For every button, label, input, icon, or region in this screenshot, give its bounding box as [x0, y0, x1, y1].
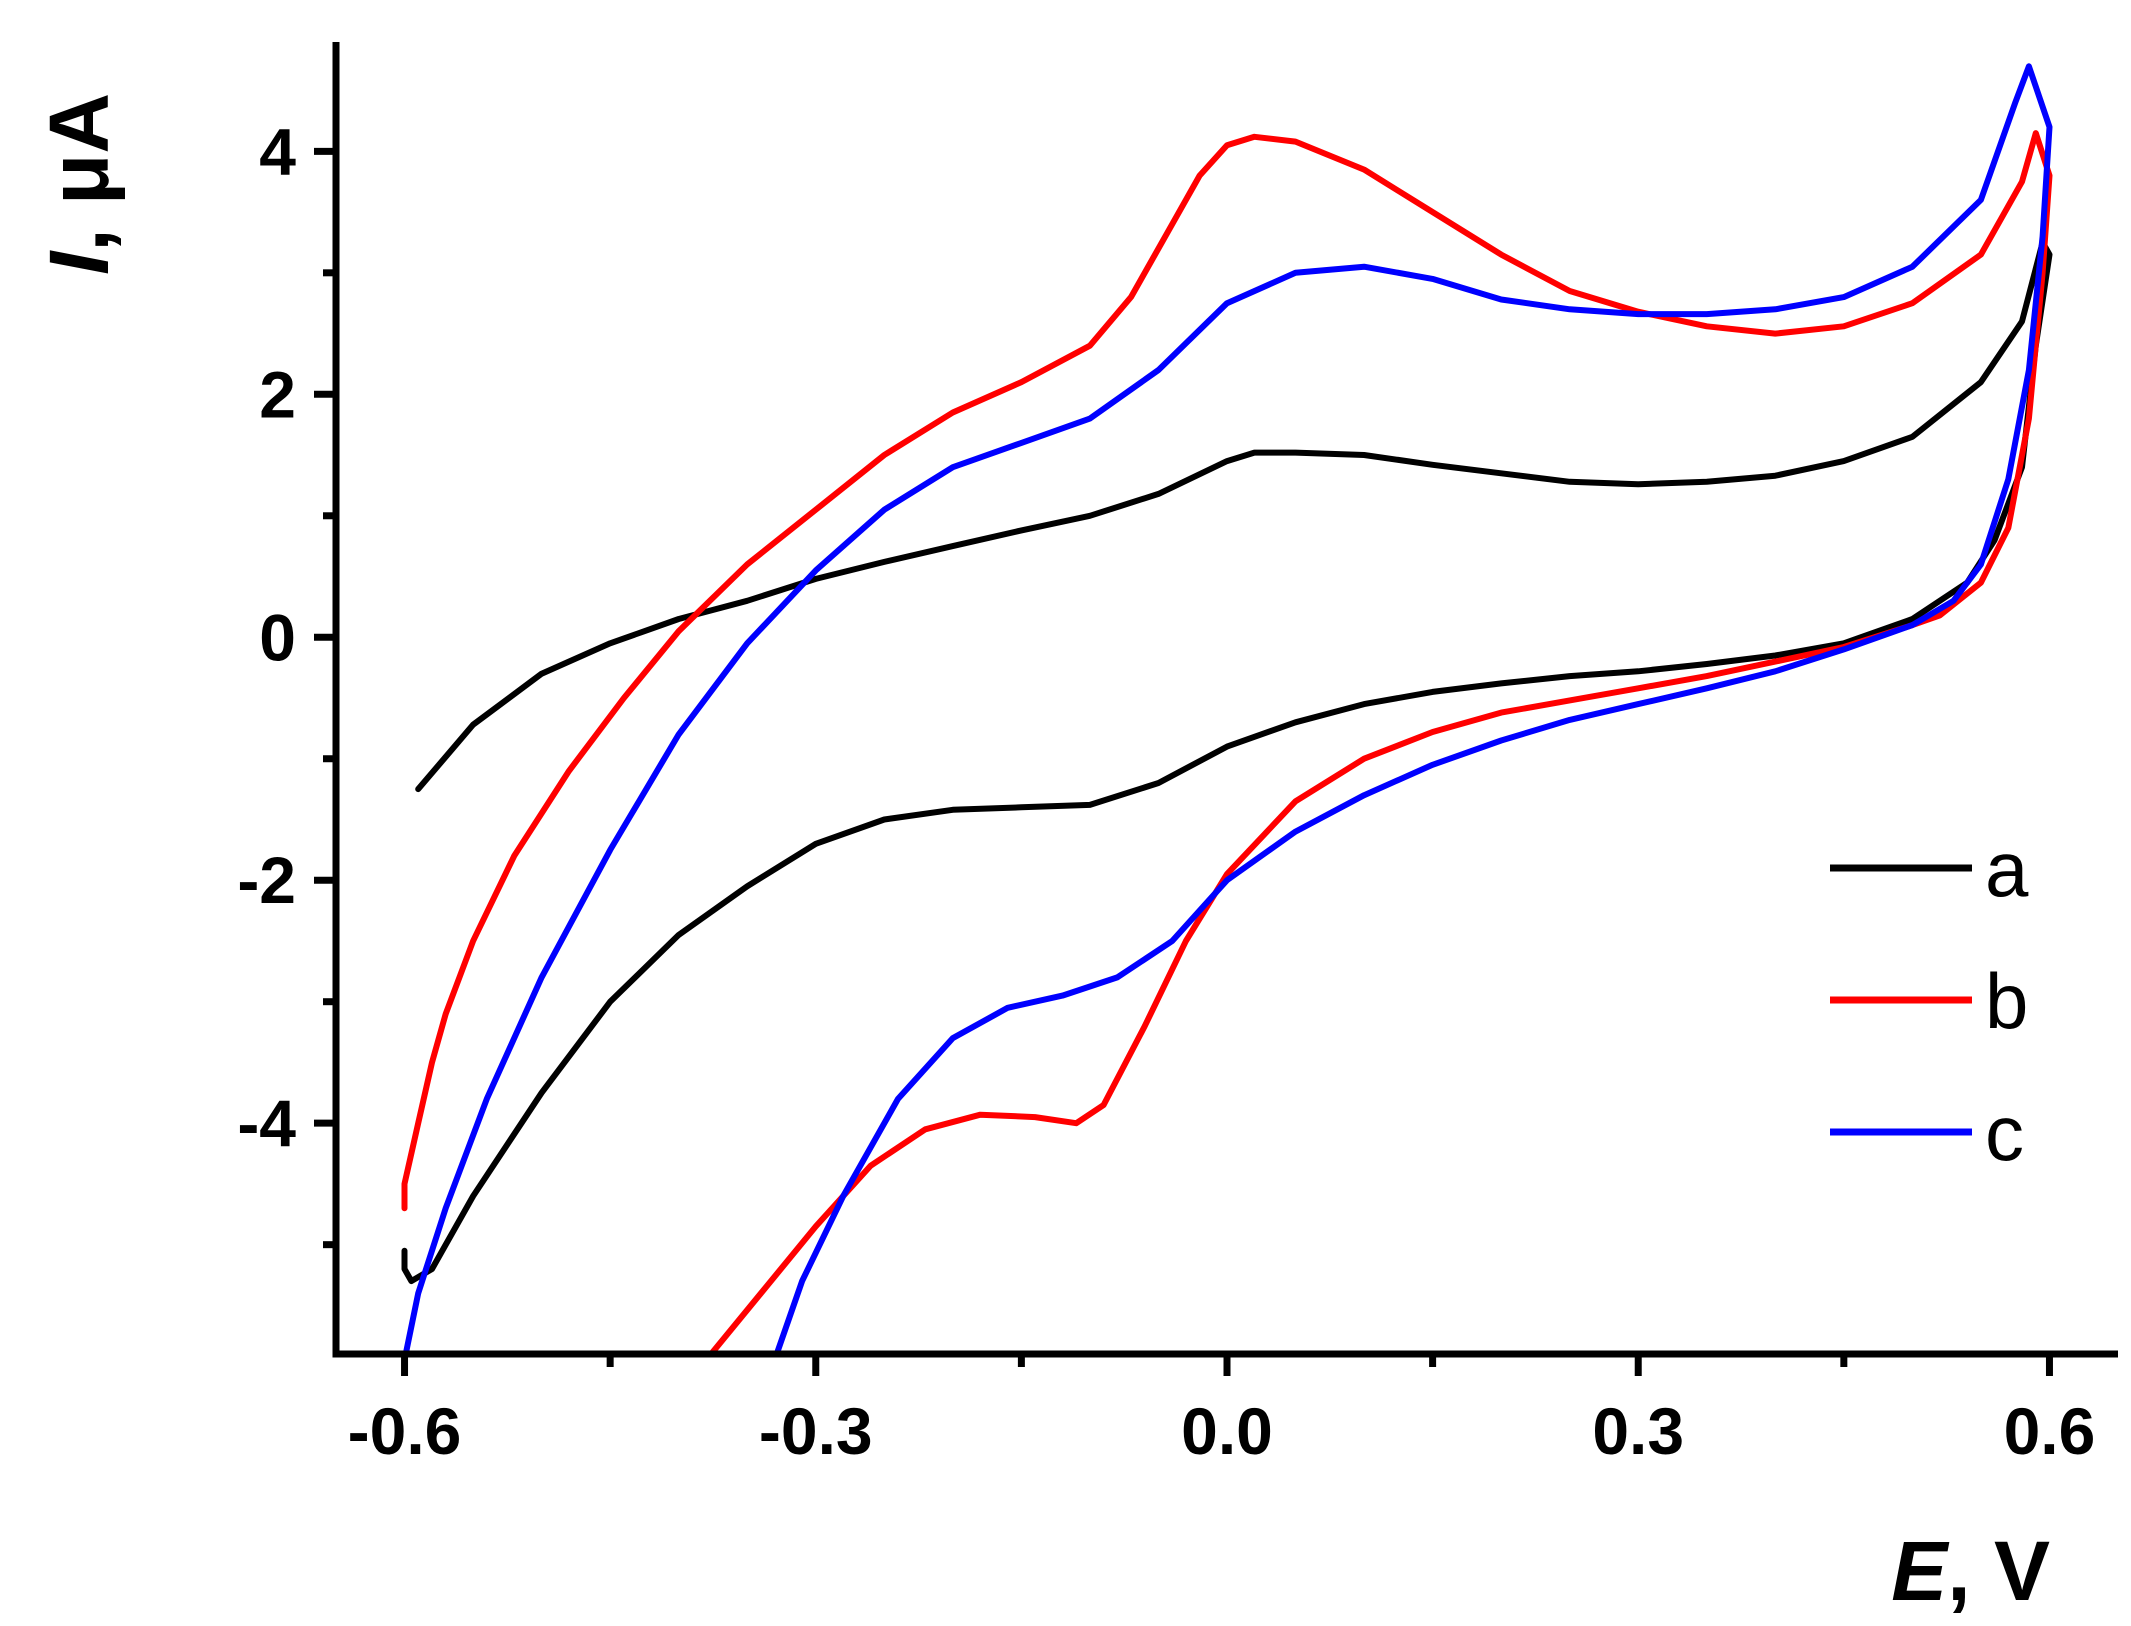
- x-tick-label: 0.0: [1181, 1394, 1273, 1468]
- y-axis-unit: , μA: [32, 93, 126, 252]
- legend: abc: [1830, 825, 2029, 1177]
- legend-label-c: c: [1985, 1089, 2024, 1177]
- x-tick-label: 0.3: [1592, 1394, 1684, 1468]
- legend-label-a: a: [1985, 825, 2029, 913]
- x-tick-label: -0.3: [759, 1394, 873, 1468]
- legend-label-b: b: [1985, 957, 2028, 1045]
- series-a-line: [401, 239, 2053, 1285]
- y-tick-label: 4: [259, 114, 296, 188]
- series-b-line: [401, 130, 2053, 1354]
- y-axis-title: I, μA: [32, 93, 126, 275]
- x-tick-label: -0.6: [348, 1394, 462, 1468]
- x-axis-unit: , V: [1947, 1524, 2050, 1618]
- x-axis-symbol: E: [1891, 1524, 1950, 1618]
- series-layer: [401, 63, 2053, 1354]
- axes-layer: [332, 42, 2118, 1358]
- y-tick-label: -2: [237, 843, 296, 917]
- y-axis-symbol: I: [32, 250, 126, 275]
- x-tick-label: 0.6: [2004, 1394, 2096, 1468]
- x-axis-title: E, V: [1891, 1524, 2050, 1618]
- y-tick-label: 0: [259, 600, 296, 674]
- y-tick-label: 2: [259, 357, 296, 431]
- series-c-line: [402, 63, 2053, 1354]
- ticks-layer: -0.6 -0.3 0.0 0.3 0.6 -4 -2 0 2 4: [237, 114, 2095, 1468]
- y-tick-label: -4: [237, 1086, 296, 1160]
